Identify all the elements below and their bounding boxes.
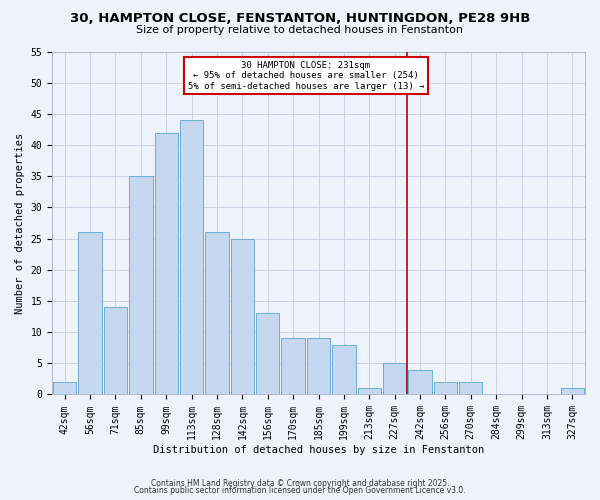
X-axis label: Distribution of detached houses by size in Fenstanton: Distribution of detached houses by size … (153, 445, 484, 455)
Bar (231, 238, 254, 394)
Bar (560, 388, 584, 394)
Bar (358, 388, 381, 394)
Bar (180, 120, 203, 394)
Bar (104, 307, 127, 394)
Bar (256, 314, 280, 394)
Text: Contains public sector information licensed under the Open Government Licence v3: Contains public sector information licen… (134, 486, 466, 495)
Bar (79, 232, 102, 394)
Bar (129, 176, 152, 394)
Bar (459, 382, 482, 394)
Bar (383, 364, 406, 394)
Bar (307, 338, 330, 394)
Bar (434, 382, 457, 394)
Y-axis label: Number of detached properties: Number of detached properties (15, 132, 25, 314)
Bar (332, 344, 356, 395)
Text: Size of property relative to detached houses in Fenstanton: Size of property relative to detached ho… (137, 25, 464, 35)
Bar (155, 132, 178, 394)
Bar (409, 370, 432, 394)
Bar (53, 382, 76, 394)
Text: 30 HAMPTON CLOSE: 231sqm
← 95% of detached houses are smaller (254)
5% of semi-d: 30 HAMPTON CLOSE: 231sqm ← 95% of detach… (188, 61, 424, 90)
Bar (205, 232, 229, 394)
Bar (281, 338, 305, 394)
Text: 30, HAMPTON CLOSE, FENSTANTON, HUNTINGDON, PE28 9HB: 30, HAMPTON CLOSE, FENSTANTON, HUNTINGDO… (70, 12, 530, 26)
Text: Contains HM Land Registry data © Crown copyright and database right 2025.: Contains HM Land Registry data © Crown c… (151, 478, 449, 488)
